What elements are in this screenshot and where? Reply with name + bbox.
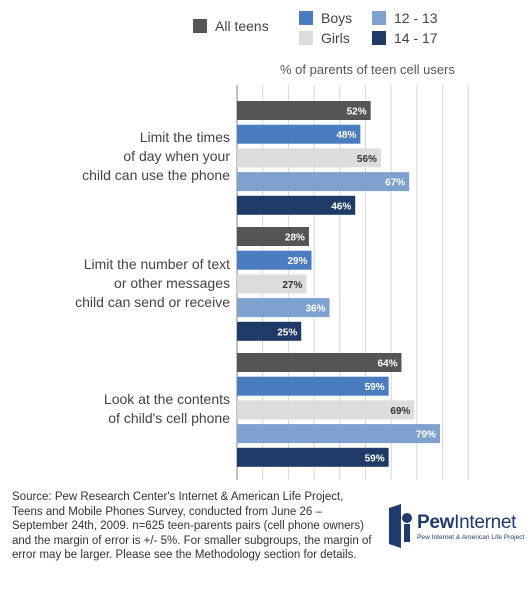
source-note: Source: Pew Research Center's Internet &… [12, 491, 372, 561]
bar [237, 424, 441, 444]
legend-swatch [299, 11, 313, 25]
data-label: 67% [385, 178, 405, 189]
bar [237, 274, 307, 294]
logo-wordmark: PewInternet [417, 512, 516, 534]
bar [237, 321, 302, 341]
pew-internet-logo: PewInternet Pew Internet & American Life… [385, 500, 525, 550]
bar [237, 227, 309, 246]
legend-label: All teens [215, 18, 269, 34]
bar [237, 148, 381, 168]
pew-logo-icon [389, 504, 412, 548]
axis-unit-label: % of parents of teen cell users [280, 62, 455, 77]
bar [237, 124, 361, 144]
bar [237, 376, 389, 396]
legend-item-14-17: 14 - 17 [372, 30, 438, 46]
legend-label: Girls [321, 30, 350, 46]
logo-word-light: Internet [454, 512, 517, 533]
data-label: 28% [285, 233, 305, 244]
legend-swatch [193, 19, 207, 33]
category-label-look-contents: Look at the contents of child's cell pho… [103, 391, 230, 426]
data-label: 25% [277, 327, 297, 338]
data-label: 59% [365, 453, 385, 464]
data-label: 36% [306, 304, 326, 315]
category-label-limit-times: Limit the times of day when your child c… [82, 129, 230, 183]
legend-item-boys: Boys [299, 10, 352, 26]
data-label: 29% [288, 256, 308, 267]
chart-legend: All teens Boys Girls 12 - 13 14 - 17 [0, 0, 530, 50]
legend-label: 14 - 17 [394, 30, 438, 46]
data-label: 69% [390, 406, 410, 417]
bar [237, 172, 410, 192]
legend-label: Boys [321, 10, 353, 26]
legend-item-12-13: 12 - 13 [372, 10, 438, 26]
bar [237, 298, 330, 318]
data-label: 56% [357, 154, 377, 165]
bar [237, 400, 415, 420]
data-label: 46% [331, 201, 351, 212]
bar [237, 447, 389, 467]
data-label: 52% [347, 107, 367, 118]
data-label: 64% [377, 359, 397, 370]
legend-item-girls: Girls [299, 30, 350, 46]
bar [237, 353, 402, 372]
legend-swatch [299, 31, 313, 45]
logo-subtitle: Pew Internet & American Life Project [417, 534, 525, 541]
category-label-limit-messages: Limit the number of text or other messag… [75, 256, 230, 310]
legend-label: 12 - 13 [394, 10, 438, 26]
logo-word-bold: Pew [417, 512, 455, 533]
data-label: 48% [336, 130, 356, 141]
legend-swatch [372, 11, 386, 25]
legend-item-all-teens: All teens [193, 18, 269, 34]
data-label: 59% [365, 382, 385, 393]
bar [237, 101, 371, 120]
bar [237, 250, 312, 270]
legend-swatch [372, 31, 386, 45]
bar [237, 195, 356, 215]
data-label: 27% [282, 280, 302, 291]
data-label: 79% [416, 430, 436, 441]
bar-chart: 52% 48% 56% 67% 46% 28% 29% 27% 36% 25% 64% 59% 69% 7… [236, 85, 469, 480]
